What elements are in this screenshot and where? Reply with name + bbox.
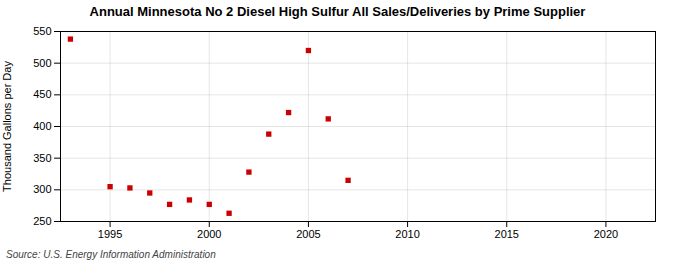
svg-text:1995: 1995	[98, 228, 122, 240]
html-text:Source: U.S. Energy Informatio: Source: U.S. Energy Information Administ…	[6, 249, 216, 260]
svg-text:500: 500	[33, 57, 51, 69]
svg-text:350: 350	[33, 152, 51, 164]
svg-text:300: 300	[33, 183, 51, 195]
svg-text:250: 250	[33, 215, 51, 227]
svg-text:550: 550	[33, 25, 51, 37]
svg-text:400: 400	[33, 120, 51, 132]
svg-text:450: 450	[33, 88, 51, 100]
svg-text:2000: 2000	[197, 228, 221, 240]
html-text:Annual Minnesota No 2 Diesel H: Annual Minnesota No 2 Diesel High Sulfur…	[89, 4, 586, 19]
svg-text:2015: 2015	[495, 228, 519, 240]
svg-text:2010: 2010	[395, 228, 419, 240]
svg-text:2020: 2020	[594, 228, 618, 240]
svg-text:2005: 2005	[296, 228, 320, 240]
svg-text:Thousand Gallons per Day: Thousand Gallons per Day	[1, 61, 13, 192]
